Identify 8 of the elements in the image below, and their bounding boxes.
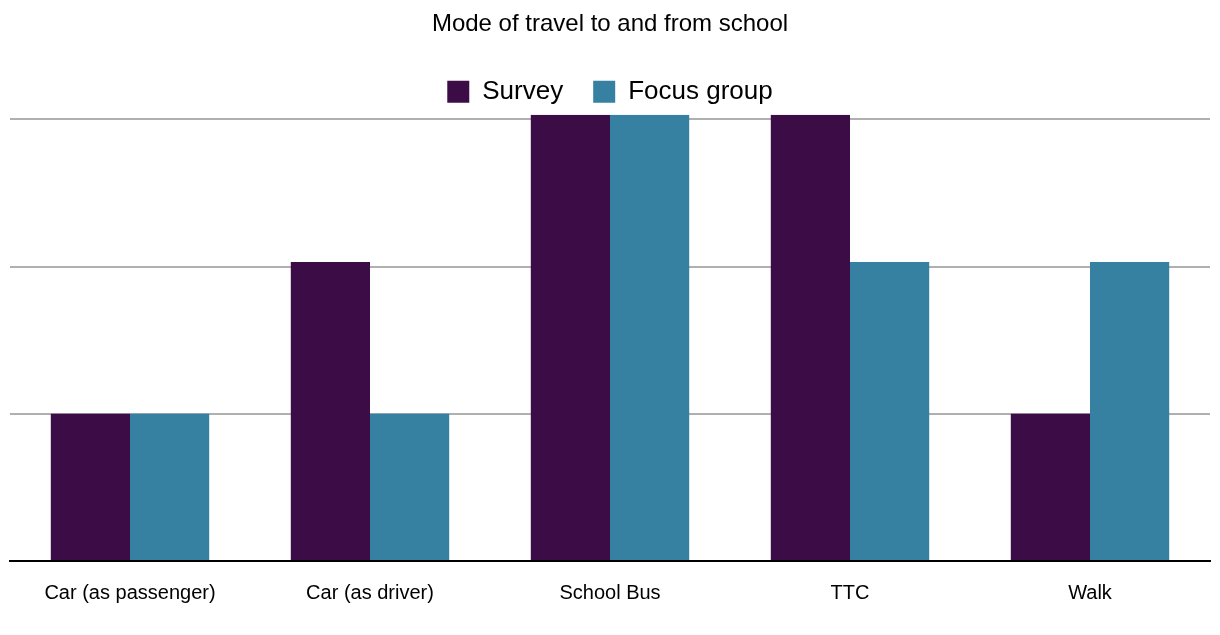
chart-title: Mode of travel to and from school — [431, 9, 789, 37]
x-tick-label: School Bus — [559, 580, 661, 603]
x-tick-label: Walk — [1068, 580, 1113, 603]
x-tick-label: TTC — [830, 580, 870, 603]
x-tick-label: Car (as passenger) — [44, 580, 216, 603]
legend-label: Survey — [482, 74, 564, 105]
legend-label: Focus group — [628, 74, 773, 105]
x-tick-label: Car (as driver) — [306, 580, 434, 603]
